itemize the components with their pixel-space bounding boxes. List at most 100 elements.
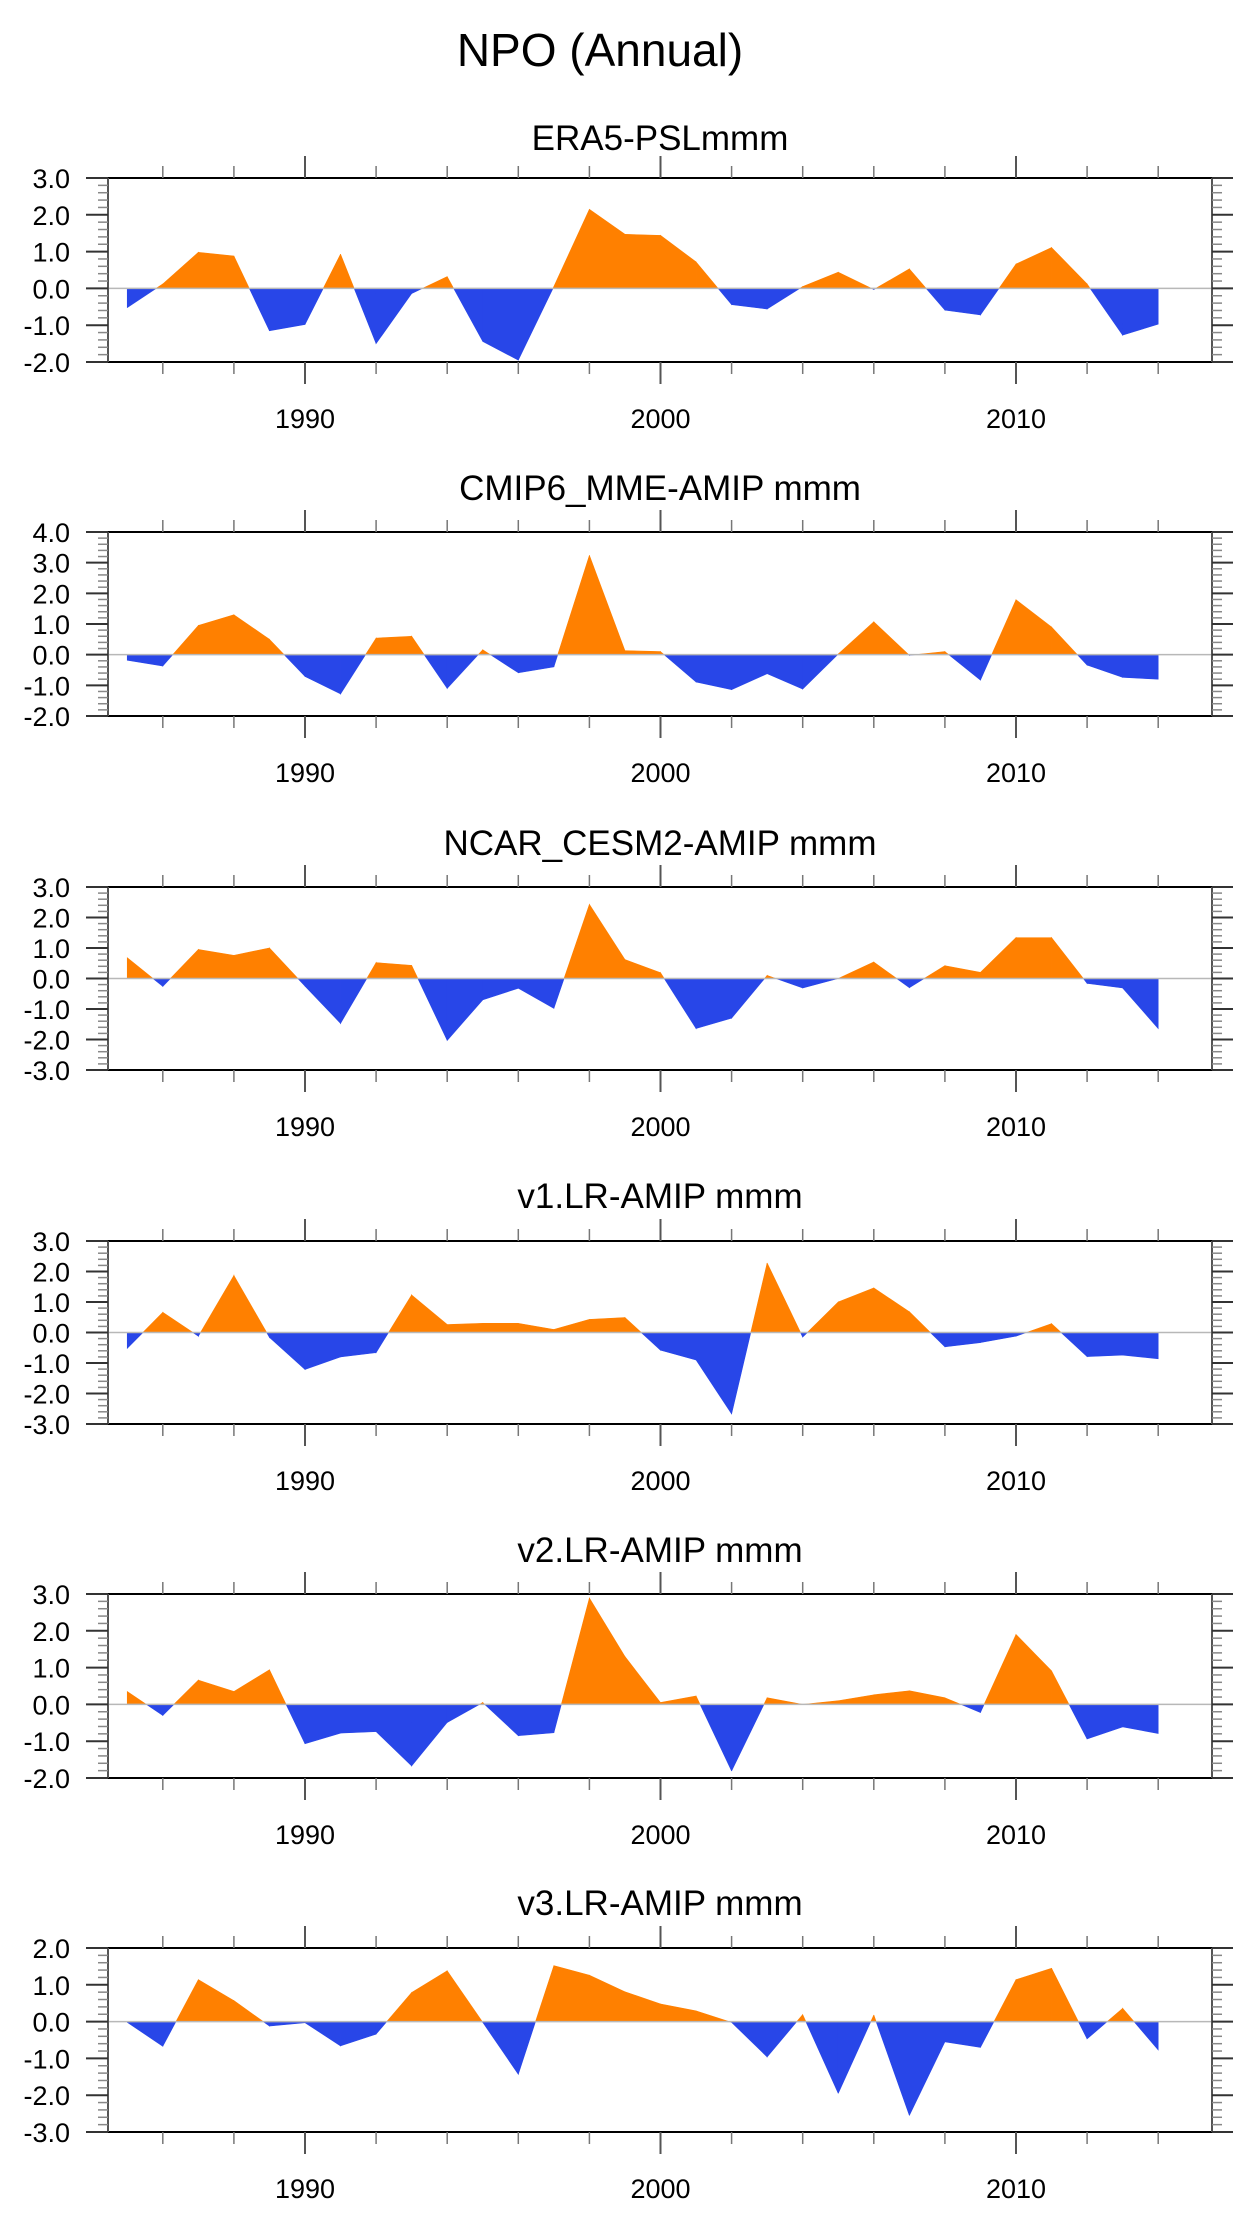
x-tick-label: 2010 bbox=[986, 1466, 1046, 1496]
negative-area-segment bbox=[731, 654, 768, 691]
positive-area-segment bbox=[837, 1287, 875, 1333]
negative-area-segment bbox=[875, 2021, 910, 2116]
y-tick-label: -1.0 bbox=[23, 311, 70, 341]
negative-area-segment bbox=[553, 1704, 562, 1733]
negative-area-segment bbox=[517, 978, 555, 1009]
positive-area-segment bbox=[873, 621, 910, 655]
negative-area-segment bbox=[695, 978, 732, 1029]
negative-area-segment bbox=[1086, 978, 1123, 989]
positive-area-segment bbox=[233, 614, 270, 655]
negative-area-segment bbox=[423, 654, 448, 690]
positive-area-segment bbox=[589, 555, 626, 655]
negative-area-segment bbox=[517, 288, 554, 361]
positive-area-segment bbox=[983, 1634, 1017, 1705]
negative-area-segment bbox=[1122, 1332, 1159, 1360]
y-tick-label: 4.0 bbox=[32, 518, 70, 548]
y-tick-label: 2.0 bbox=[32, 201, 70, 231]
negative-area-segment bbox=[1077, 2021, 1088, 2040]
negative-area-segment bbox=[248, 288, 270, 331]
positive-area-segment bbox=[874, 268, 910, 289]
positive-area-segment bbox=[446, 276, 455, 289]
positive-area-segment bbox=[375, 635, 412, 655]
positive-area-segment bbox=[837, 271, 872, 289]
positive-area-segment bbox=[991, 599, 1017, 655]
positive-area-segment bbox=[553, 1318, 590, 1333]
negative-area-segment bbox=[145, 1704, 164, 1717]
x-tick-label: 2010 bbox=[986, 404, 1046, 434]
negative-area-segment bbox=[453, 288, 484, 342]
positive-area-segment bbox=[411, 1294, 448, 1333]
positive-area-segment bbox=[873, 961, 898, 979]
negative-area-segment bbox=[925, 288, 946, 311]
negative-area-segment bbox=[1122, 978, 1159, 1030]
positive-area-segment bbox=[923, 965, 946, 979]
negative-area-segment bbox=[980, 288, 1000, 316]
positive-area-segment bbox=[233, 2000, 265, 2022]
positive-area-segment bbox=[446, 1969, 483, 2022]
y-tick-label: 0.0 bbox=[32, 1319, 70, 1349]
positive-area-segment bbox=[175, 1979, 199, 2022]
negative-area-segment bbox=[340, 1704, 377, 1734]
negative-area-segment bbox=[929, 1332, 946, 1348]
positive-area-segment bbox=[766, 1262, 801, 1333]
y-tick-label: -2.0 bbox=[23, 1380, 70, 1410]
positive-area-segment bbox=[233, 1669, 270, 1705]
negative-area-segment bbox=[802, 654, 839, 690]
positive-area-segment bbox=[909, 1311, 932, 1333]
negative-area-segment bbox=[297, 978, 306, 987]
positive-area-segment bbox=[763, 1697, 768, 1705]
y-tick-label: 1.0 bbox=[32, 610, 70, 640]
y-tick-label: 1.0 bbox=[32, 1654, 70, 1684]
negative-area-segment bbox=[162, 654, 174, 667]
positive-area-segment bbox=[1051, 1670, 1070, 1705]
x-tick-label: 2000 bbox=[630, 404, 690, 434]
positive-area-segment bbox=[198, 949, 235, 979]
positive-area-segment bbox=[553, 209, 590, 289]
negative-area-segment bbox=[1089, 288, 1123, 337]
positive-area-segment bbox=[482, 1323, 519, 1333]
negative-area-segment bbox=[1086, 2021, 1109, 2040]
x-tick-label: 1990 bbox=[275, 1820, 335, 1850]
positive-area-segment bbox=[1106, 2007, 1123, 2022]
chart-panel: v2.LR-AMIP mmm 3.0 2.0 1.0 0.0 -1.0 -2.0 1990 20… bbox=[23, 1531, 1233, 1850]
y-tick-label: 3.0 bbox=[32, 549, 70, 579]
positive-area-segment bbox=[980, 936, 1017, 979]
negative-area-segment bbox=[1086, 654, 1123, 678]
negative-area-segment bbox=[731, 1704, 765, 1772]
positive-area-segment bbox=[172, 624, 199, 655]
positive-area-segment bbox=[162, 251, 199, 289]
y-tick-label: -2.0 bbox=[23, 1026, 70, 1056]
negative-area-segment bbox=[1086, 1704, 1123, 1740]
negative-area-segment bbox=[482, 288, 519, 361]
x-tick-label: 2000 bbox=[630, 1112, 690, 1142]
positive-area-segment bbox=[411, 965, 419, 979]
x-tick-label: 2000 bbox=[630, 1820, 690, 1850]
negative-area-segment bbox=[1076, 654, 1088, 666]
positive-area-segment bbox=[411, 1970, 448, 2022]
negative-area-segment bbox=[304, 978, 341, 1025]
positive-area-segment bbox=[837, 621, 875, 655]
y-tick-label: 2.0 bbox=[32, 1934, 70, 1964]
negative-area-segment bbox=[695, 654, 732, 691]
y-tick-label: 3.0 bbox=[32, 1580, 70, 1610]
positive-area-segment bbox=[233, 255, 250, 289]
panel-title: NCAR_CESM2-AMIP mmm bbox=[443, 824, 876, 863]
x-tick-label: 1990 bbox=[275, 1112, 335, 1142]
negative-area-segment bbox=[1122, 1704, 1159, 1734]
negative-area-segment bbox=[269, 1332, 306, 1371]
positive-area-segment bbox=[1051, 936, 1084, 979]
positive-area-segment bbox=[233, 947, 270, 979]
positive-area-segment bbox=[162, 1311, 194, 1333]
positive-area-segment bbox=[802, 271, 839, 289]
negative-area-segment bbox=[1086, 1332, 1123, 1357]
negative-area-segment bbox=[126, 654, 164, 667]
y-tick-label: -2.0 bbox=[23, 348, 70, 378]
positive-area-segment bbox=[1122, 2007, 1135, 2022]
negative-area-segment bbox=[731, 1332, 752, 1414]
negative-area-segment bbox=[446, 654, 479, 690]
positive-area-segment bbox=[411, 635, 425, 655]
negative-area-segment bbox=[304, 2021, 341, 2047]
negative-area-segment bbox=[802, 978, 839, 989]
positive-area-segment bbox=[873, 1690, 910, 1705]
